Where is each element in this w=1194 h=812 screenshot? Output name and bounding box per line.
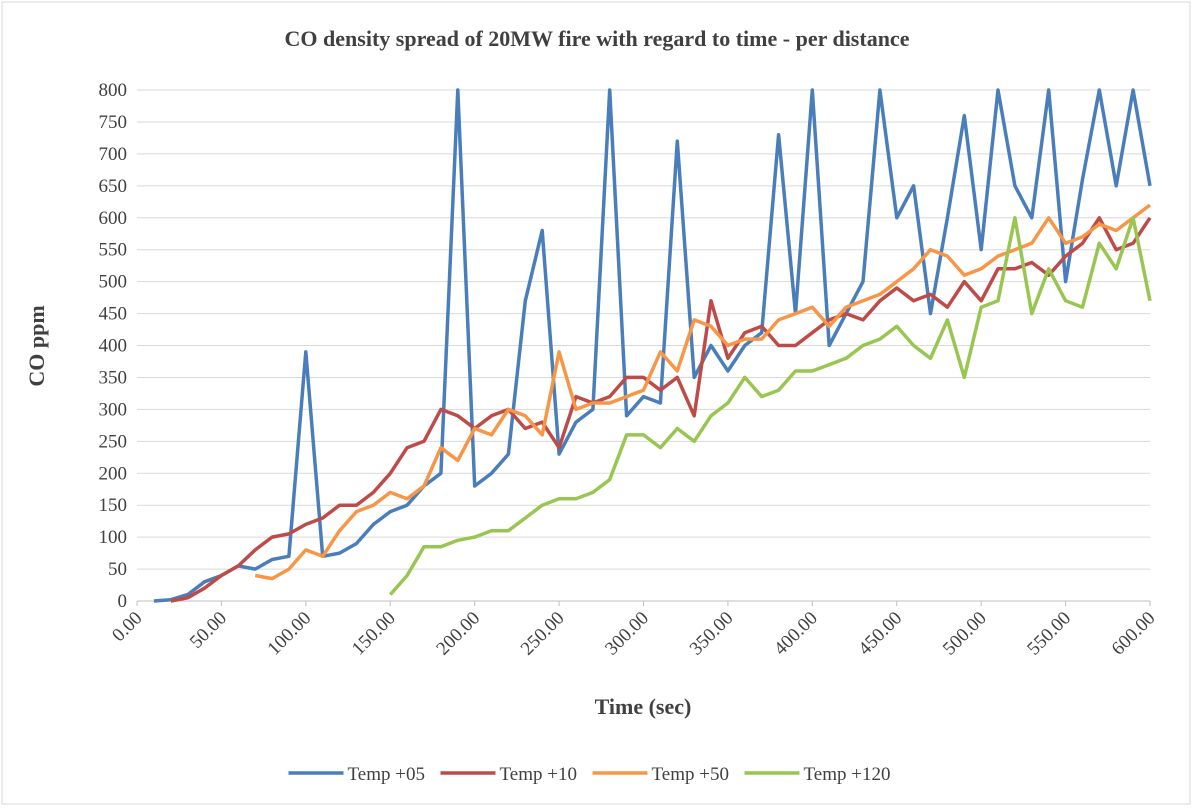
y-tick-label: 300 xyxy=(99,399,128,420)
y-tick-label: 500 xyxy=(99,272,128,293)
y-tick-label: 350 xyxy=(99,367,128,388)
y-tick-label: 100 xyxy=(99,527,128,548)
y-tick-label: 0 xyxy=(118,591,128,612)
series-line xyxy=(153,88,1152,603)
series-line xyxy=(388,216,1152,596)
y-tick-label: 700 xyxy=(99,144,128,165)
series-line xyxy=(254,203,1152,581)
series-line xyxy=(170,216,1152,603)
y-tick-label: 750 xyxy=(99,112,128,133)
legend-label: Temp +120 xyxy=(804,764,891,785)
chart-title: CO density spread of 20MW fire with rega… xyxy=(285,26,910,51)
y-tick-label: 600 xyxy=(99,208,128,229)
y-tick-label: 550 xyxy=(99,240,128,261)
y-tick-label: 400 xyxy=(99,336,128,357)
y-axis-label: CO ppm xyxy=(24,305,49,386)
y-tick-label: 650 xyxy=(99,176,128,197)
y-tick-label: 450 xyxy=(99,304,128,325)
y-tick-label: 800 xyxy=(99,80,128,101)
y-tick-label: 250 xyxy=(99,431,128,452)
y-tick-label: 150 xyxy=(99,495,128,516)
legend-label: Temp +50 xyxy=(652,764,729,785)
y-tick-label: 200 xyxy=(99,463,128,484)
y-tick-label: 50 xyxy=(108,559,127,580)
x-axis-label: Time (sec) xyxy=(595,694,692,719)
legend-label: Temp +05 xyxy=(348,764,425,785)
legend-label: Temp +10 xyxy=(500,764,577,785)
